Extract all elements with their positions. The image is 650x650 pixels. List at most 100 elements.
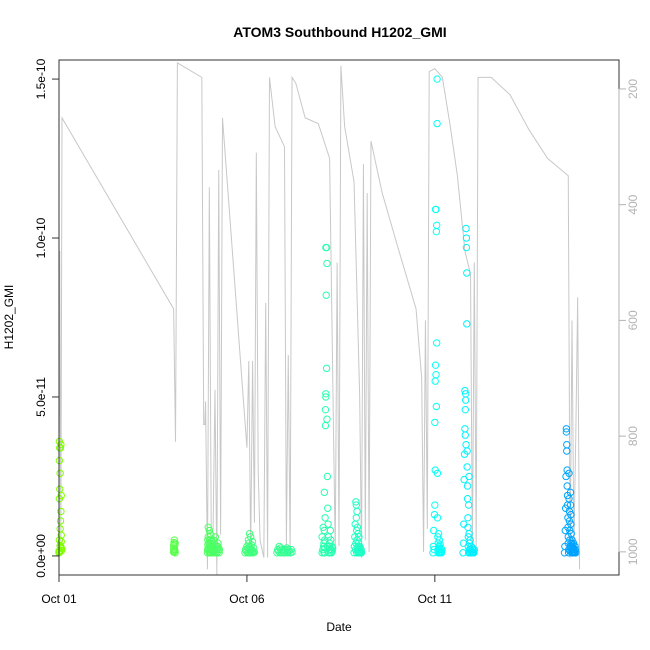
data-point (320, 488, 329, 497)
data-point (470, 545, 478, 554)
data-point (326, 526, 335, 535)
data-point (56, 485, 64, 493)
data-point (571, 545, 580, 554)
right-tick-label: 1000 (626, 538, 640, 565)
data-point (322, 364, 331, 373)
data-point (437, 544, 445, 552)
data-point (566, 501, 575, 509)
data-point (245, 529, 254, 538)
x-tick-label: Oct 01 (41, 592, 77, 606)
data-point (321, 421, 330, 430)
data-point (250, 548, 259, 556)
data-point (322, 390, 330, 398)
data-point (437, 549, 446, 557)
data-point (215, 545, 224, 554)
y-tick-label: 1.5e-10 (34, 58, 48, 99)
data-point (567, 520, 575, 528)
data-point (431, 501, 439, 509)
data-point (249, 544, 258, 552)
data-point (433, 119, 441, 128)
data-point (328, 547, 336, 555)
data-point (563, 482, 571, 490)
data-point (566, 488, 575, 497)
data-point (432, 205, 440, 214)
y-tick-label: 0.0e+00 (34, 534, 48, 578)
flight-track-layer (59, 62, 581, 575)
x-tick-label: Oct 06 (229, 592, 265, 606)
data-point (211, 533, 220, 541)
data-point (328, 544, 337, 552)
right-tick-label: 800 (626, 426, 640, 446)
y-tick-label: 1.0e-10 (34, 217, 48, 258)
data-point (438, 545, 446, 554)
data-point (562, 425, 571, 433)
data-point (321, 514, 329, 522)
data-point (463, 482, 472, 490)
series-group (241, 529, 296, 557)
data-point (352, 498, 360, 506)
right-tick-label: 400 (626, 194, 640, 214)
data-point (352, 514, 360, 522)
data-point (215, 549, 223, 557)
right-tick-label: 200 (626, 79, 640, 99)
series-group (350, 498, 366, 557)
data-point (322, 243, 331, 252)
x-tick-label: Oct 11 (418, 592, 453, 606)
data-point (462, 234, 471, 242)
data-point (431, 377, 439, 385)
series-group (318, 243, 337, 557)
data-point (464, 501, 473, 509)
data-point (433, 339, 441, 347)
data-point (463, 269, 471, 277)
data-point (431, 361, 440, 369)
data-point (205, 526, 214, 535)
data-point (357, 545, 365, 554)
data-point (462, 224, 470, 233)
data-point (327, 545, 335, 554)
series-group (429, 75, 446, 557)
data-point (57, 491, 65, 500)
right-axis: 200 400 600 800 1000 (618, 79, 640, 565)
data-point (354, 529, 362, 538)
y-axis-label: H1202_GMI (2, 285, 16, 350)
data-point (324, 520, 332, 528)
data-point (461, 431, 469, 439)
data-point (462, 243, 471, 252)
data-point (285, 547, 293, 555)
data-point (57, 531, 65, 539)
flight-track-line (59, 62, 581, 575)
data-point (171, 539, 179, 547)
data-point (462, 440, 470, 449)
data-point (56, 469, 64, 477)
data-point (463, 463, 471, 471)
series-group (560, 425, 580, 557)
data-point (567, 510, 575, 519)
data-point (57, 440, 65, 449)
chart-title: ATOM3 Southbound H1202_GMI (233, 24, 446, 40)
data-point (433, 514, 442, 522)
series-group (169, 523, 224, 557)
data-point (323, 259, 331, 268)
data-point (432, 371, 440, 379)
data-point (461, 405, 469, 414)
data-point (461, 396, 470, 404)
x-axis: Oct 01 Oct 06 Oct 11 (41, 574, 453, 606)
data-point (353, 507, 361, 516)
data-point (170, 536, 179, 544)
data-point (57, 544, 66, 553)
data-point (461, 425, 469, 433)
data-point (433, 75, 441, 83)
data-point (562, 428, 571, 436)
data-point (433, 469, 442, 477)
data-point (57, 507, 65, 516)
data-point (322, 291, 330, 299)
data-points-layer (55, 75, 580, 557)
data-point (432, 227, 441, 236)
data-point (56, 517, 65, 525)
data-point (171, 549, 179, 557)
data-point (246, 533, 255, 541)
data-point (565, 469, 573, 477)
data-point (463, 447, 471, 455)
data-point (463, 320, 471, 328)
